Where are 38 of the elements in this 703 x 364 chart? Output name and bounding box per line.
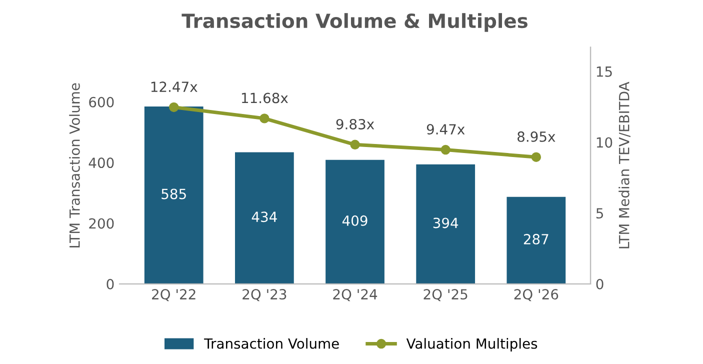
x-tick-label: 2Q '25 [424,289,468,302]
y-tick-label: 600 [89,96,114,108]
y2-tick-label: 10 [596,137,612,148]
bar [326,160,384,284]
point [531,152,542,162]
point [168,102,179,112]
data-label: 12.47x [151,82,198,92]
y2-tick-label: 5 [596,208,604,219]
x-tick-label: 2Q '23 [242,289,286,302]
y-tick-label: 200 [89,218,114,229]
y2-axis-title: LTM Median TEV/EBITDA [618,82,630,248]
data-label: 11.68x [242,92,288,104]
x-tick-label: 2Q '24 [333,289,378,302]
chart-title: Transaction Volume & Multiples [182,13,528,32]
bar [235,152,294,284]
point [350,140,360,150]
data-label: 394 [433,218,458,228]
y-axis-title: LTM Transaction Volume [69,83,80,248]
data-label: 9.47x [426,124,465,135]
legend-label: Transaction Volume [204,338,339,349]
data-label: 409 [342,215,368,226]
y-tick-label: 0 [106,278,114,290]
x-tick-label: 2Q '22 [152,289,196,302]
data-label: 434 [252,212,277,222]
legend-label: Valuation Multiples [406,338,538,352]
point [440,144,450,155]
point [260,114,270,124]
data-label: 585 [162,188,186,200]
bar [416,164,476,284]
y-tick-label: 400 [88,158,114,168]
y2-tick-label: 0 [596,278,604,290]
x-tick-label: 2Q '26 [514,289,558,302]
data-label: 9.83x [336,118,374,130]
bar [144,106,204,284]
bar [506,196,566,284]
data-label: 287 [524,234,548,244]
data-label: 8.95x [518,131,556,142]
y2-tick-label: 15 [596,66,612,77]
